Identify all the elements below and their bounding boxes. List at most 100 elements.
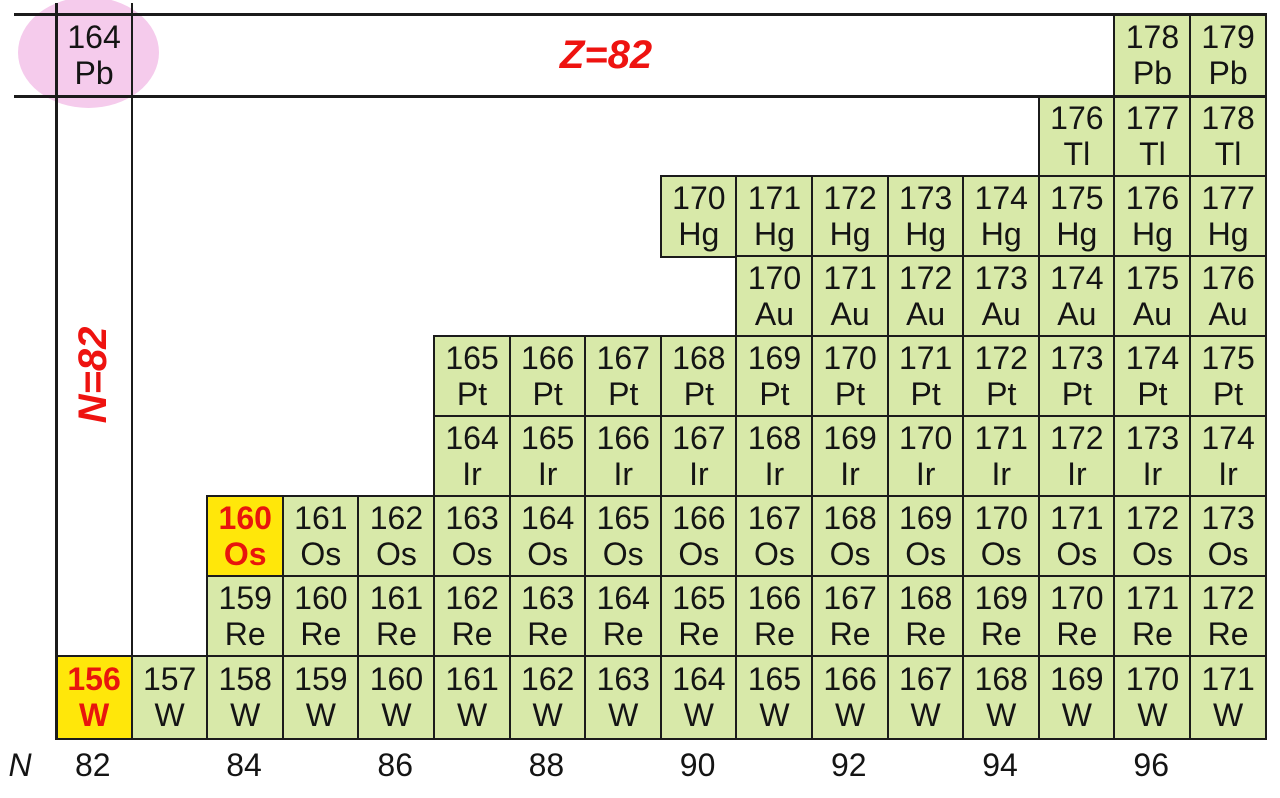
nuclide-170-W: 170 W — [1113, 655, 1192, 740]
nuclide-symbol: W — [230, 697, 261, 734]
nuclide-165-Re: 165 Re — [659, 575, 738, 658]
nuclide-symbol: Hg — [980, 216, 1022, 253]
nuclide-170-Ir: 170 Ir — [886, 415, 965, 498]
nuclide-symbol: Os — [980, 536, 1022, 573]
nuclide-symbol: Re — [1207, 616, 1249, 653]
nuclide-mass: 172 — [1201, 580, 1255, 617]
nuclide-symbol: W — [305, 697, 336, 734]
nuclide-161-W: 161 W — [433, 655, 512, 740]
nuclide-mass: 169 — [1050, 661, 1104, 698]
nuclide-symbol: Pt — [532, 376, 563, 413]
nuclide-mass: 171 — [898, 340, 953, 377]
nuclide-mass: 174 — [1050, 260, 1104, 297]
nuclide-162-W: 162 W — [508, 655, 587, 740]
nuclide-169-Ir: 169 Ir — [811, 415, 890, 498]
nuclide-mass: 166 — [520, 340, 575, 377]
nuclide-171-Re: 171 Re — [1113, 575, 1192, 658]
nuclide-symbol: W — [532, 697, 563, 734]
nuclide-mass: 170 — [747, 260, 802, 297]
x-axis-label: N — [8, 747, 32, 783]
n-boundary-label: N=82 — [70, 326, 115, 424]
nuclide-164-Re: 164 Re — [584, 575, 663, 658]
nuclide-symbol: Os — [1131, 536, 1173, 573]
nuclide-mass: 173 — [1050, 340, 1104, 377]
nuclide-symbol: Au — [1057, 296, 1097, 333]
nuclide-symbol: Ir — [462, 456, 482, 493]
nuclide-168-Os: 168 Os — [811, 495, 890, 578]
nuclide-symbol: Pt — [456, 376, 488, 413]
nuclide-159-W: 159 W — [281, 655, 360, 740]
nuclide-165-Pt: 165 Pt — [433, 335, 512, 418]
nuclide-mass: 172 — [1125, 500, 1180, 537]
nuclide-mass: 165 — [596, 500, 650, 537]
nuclide-mass: 172 — [898, 260, 953, 297]
nuclide-174-Pt: 174 Pt — [1113, 335, 1192, 418]
nuclide-158-W: 158 W — [206, 655, 285, 740]
nuclide-symbol: W — [986, 697, 1017, 734]
nuclide-mass: 177 — [1201, 180, 1255, 217]
nuclide-172-Hg: 172 Hg — [811, 175, 890, 258]
nuclide-mass: 162 — [369, 500, 424, 537]
nuclide-symbol: Re — [224, 616, 266, 653]
nuclide-symbol: Ir — [1218, 456, 1238, 493]
nuclide-mass: 173 — [974, 260, 1028, 297]
nuclide-mass: 170 — [823, 340, 877, 377]
nuclide-162-Os: 162 Os — [357, 495, 436, 578]
nuclide-174-Ir: 174 Ir — [1189, 415, 1268, 498]
nuclide-symbol: W — [834, 697, 866, 734]
nuclide-mass: 172 — [823, 180, 877, 217]
nuclide-172-Os: 172 Os — [1113, 495, 1192, 578]
nuclide-mass: 171 — [747, 180, 802, 217]
nuclide-mass: 179 — [1201, 19, 1255, 56]
nuclide-171-Ir: 171 Ir — [962, 415, 1041, 498]
nuclide-symbol: Os — [527, 536, 569, 573]
nuclide-mass: 167 — [823, 580, 877, 617]
nuclide-161-Re: 161 Re — [357, 575, 436, 658]
nuclide-symbol: Pt — [834, 376, 866, 413]
x-axis-tick-88: 88 — [528, 747, 565, 783]
nuclide-163-W: 163 W — [584, 655, 663, 740]
nuclide-symbol: Os — [829, 536, 871, 573]
nuclide-mass: 170 — [1125, 661, 1180, 698]
nuclide-symbol: W — [456, 697, 488, 734]
nuclide-symbol: Re — [1056, 616, 1098, 653]
nuclide-177-Hg: 177 Hg — [1189, 175, 1268, 258]
nuclide-symbol: Hg — [1056, 216, 1098, 253]
x-axis-tick-96: 96 — [1133, 747, 1169, 783]
nuclide-mass: 176 — [1201, 260, 1255, 297]
nuclide-symbol: W — [608, 697, 639, 734]
nuclide-mass: 170 — [1050, 580, 1104, 617]
nuclide-mass: 168 — [672, 340, 726, 377]
nuclide-173-Au: 173 Au — [962, 255, 1041, 338]
nuclide-167-Os: 167 Os — [735, 495, 814, 578]
nuclide-169-Re: 169 Re — [962, 575, 1041, 658]
nuclide-mass: 167 — [672, 420, 726, 457]
nuclide-mass: 163 — [596, 661, 650, 698]
nuclide-symbol: Ir — [840, 456, 860, 493]
nuclide-mass: 176 — [1050, 100, 1104, 137]
pink-highlight-ellipse — [18, 0, 159, 108]
nuclide-mass: 168 — [974, 661, 1028, 698]
nuclide-167-W: 167 W — [886, 655, 965, 740]
nuclide-164-Os: 164 Os — [508, 495, 587, 578]
nuclide-symbol: Os — [375, 536, 417, 573]
nuclide-168-Re: 168 Re — [886, 575, 965, 658]
nuclide-symbol: W — [381, 697, 412, 734]
nuclide-symbol: Pt — [1061, 376, 1092, 413]
nuclide-mass: 173 — [1201, 500, 1255, 537]
x-axis-tick-90: 90 — [679, 747, 716, 783]
nuclide-symbol: Au — [906, 296, 946, 333]
nuclide-172-Pt: 172 Pt — [962, 335, 1041, 418]
nuclide-162-Re: 162 Re — [433, 575, 512, 658]
x-axis-tick-86: 86 — [377, 747, 413, 783]
nuclide-mass: 166 — [672, 500, 726, 537]
nuclide-mass: 175 — [1201, 340, 1255, 377]
nuclide-mass: 165 — [672, 580, 726, 617]
nuclide-160-Os: 160 Os — [206, 495, 285, 578]
nuclide-166-Ir: 166 Ir — [584, 415, 663, 498]
nuclide-symbol: Pt — [986, 376, 1017, 413]
nuclide-mass: 164 — [520, 500, 575, 537]
nuclide-166-Os: 166 Os — [659, 495, 738, 578]
nuclide-symbol: Re — [829, 616, 871, 653]
nuclide-symbol: W — [910, 697, 941, 734]
